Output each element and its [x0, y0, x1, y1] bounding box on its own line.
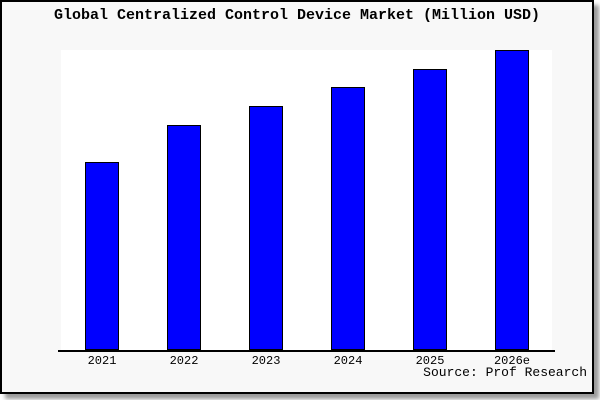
bar-2021 — [85, 162, 119, 350]
bar-2024 — [331, 87, 365, 350]
x-tick-label-2023: 2023 — [251, 354, 281, 368]
x-tick-label-2026e: 2026e — [493, 354, 530, 368]
chart-title: Global Centralized Control Device Market… — [53, 7, 541, 24]
plot-area — [61, 50, 552, 350]
bar-2023 — [249, 106, 283, 350]
x-tick-label-2022: 2022 — [169, 354, 199, 368]
x-axis-line — [58, 350, 555, 352]
bars-group — [61, 50, 552, 350]
x-axis-tick-labels: 2021 2022 2023 2024 2025 2026e — [2, 354, 592, 370]
x-tick-label-2025: 2025 — [415, 354, 445, 368]
chart-card: Global Centralized Control Device Market… — [0, 0, 594, 394]
source-credit: Source: Prof Research — [423, 365, 587, 380]
x-tick-label-2021: 2021 — [87, 354, 117, 368]
bar-2025 — [413, 69, 447, 350]
bar-2026e — [495, 50, 529, 350]
x-tick-label-2024: 2024 — [333, 354, 363, 368]
bar-2022 — [167, 125, 201, 350]
